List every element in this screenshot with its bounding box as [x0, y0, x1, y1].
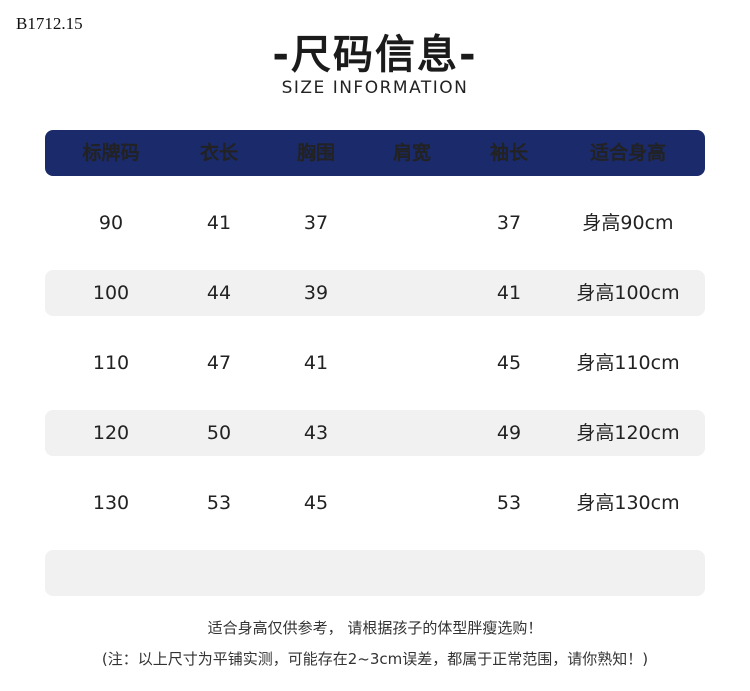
table-cell: 41	[206, 212, 232, 234]
table-cell: 90	[98, 212, 124, 234]
table-cell: 120	[92, 422, 130, 444]
table-cell: 37	[303, 212, 329, 234]
table-cell: 49	[496, 422, 522, 444]
table-row: 110 47 41 45 身高110cm	[45, 340, 705, 386]
table-cell: 45	[496, 352, 522, 374]
note-measurement: (注：以上尺寸为平铺实测，可能存在2~3cm误差，都属于正常范围，请你熟知！)	[101, 650, 649, 668]
header-cell: 标牌码	[82, 142, 140, 164]
table-cell: 50	[206, 422, 232, 444]
table-cell: 100	[92, 282, 130, 304]
table-cell: 身高120cm	[576, 422, 680, 444]
table-row	[45, 550, 705, 596]
table-cell: 110	[92, 352, 130, 374]
table-cell: 身高130cm	[576, 492, 680, 514]
table-cell: 130	[92, 492, 130, 514]
table-cell: 39	[303, 282, 329, 304]
table-cell: 45	[303, 492, 329, 514]
table-cell: 53	[206, 492, 232, 514]
table-cell: 身高100cm	[576, 282, 680, 304]
table-row: 130 53 45 53 身高130cm	[45, 480, 705, 526]
table-row: 100 44 39 41 身高100cm	[45, 270, 705, 316]
table-cell: 44	[206, 282, 232, 304]
header-cell: 适合身高	[589, 142, 666, 164]
table-cell: 37	[496, 212, 522, 234]
table-cell	[51, 550, 171, 596]
table-cell	[449, 550, 569, 596]
header-cell: 肩宽	[392, 142, 431, 164]
table-cell: 41	[496, 282, 522, 304]
table-cell: 53	[496, 492, 522, 514]
table-cell	[553, 550, 703, 596]
table-cell: 43	[303, 422, 329, 444]
page-title: -尺码信息-	[272, 32, 478, 78]
table-cell: 41	[303, 352, 329, 374]
header-cell: 胸围	[296, 142, 335, 164]
table-row: 120 50 43 49 身高120cm	[45, 410, 705, 456]
page-subtitle: SIZE INFORMATION	[281, 78, 469, 98]
table-header: 标牌码 衣长 胸围 肩宽 袖长 适合身高	[45, 130, 705, 176]
note-reference: 适合身高仅供参考， 请根据孩子的体型胖瘦选购！	[207, 619, 543, 637]
table-cell: 47	[206, 352, 232, 374]
header-cell: 衣长	[199, 142, 238, 164]
table-cell: 身高110cm	[576, 352, 680, 374]
header-cell: 袖长	[489, 142, 528, 164]
table-row: 90 41 37 37 身高90cm	[45, 200, 705, 246]
table-cell: 身高90cm	[582, 212, 674, 234]
product-code: B1712.15	[16, 14, 83, 33]
